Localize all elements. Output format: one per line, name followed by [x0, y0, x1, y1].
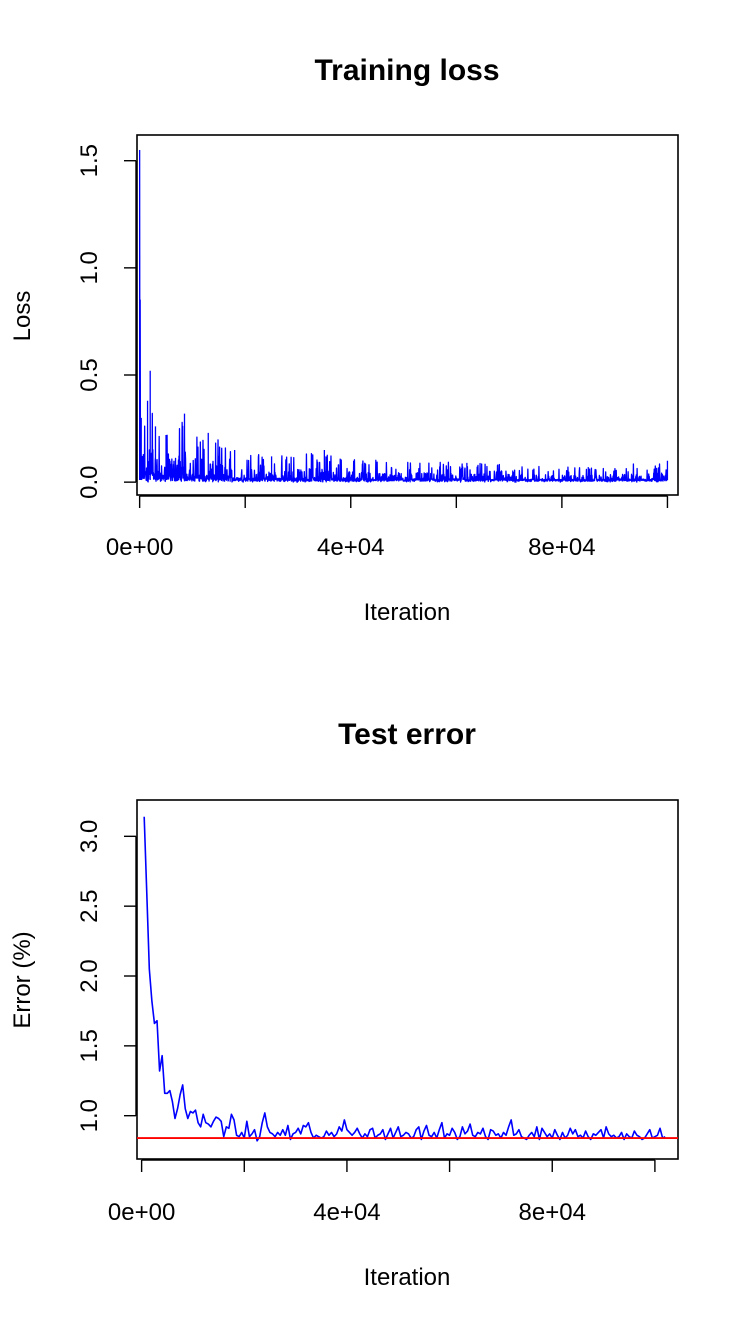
chart-title-test-error: Test error: [338, 718, 476, 751]
x-tick-label: 4e+04: [317, 534, 384, 561]
x-tick-label: 0e+00: [106, 534, 173, 561]
y-axis-label-test-error: Error (%): [9, 931, 36, 1028]
x-tick-label: 4e+04: [313, 1199, 380, 1226]
y-axis-test-error: 1.0 1.5 2.0 2.5 3.0: [76, 820, 137, 1132]
y-tick-label: 3.0: [76, 820, 103, 853]
x-axis-label-training-loss: Iteration: [364, 599, 451, 626]
y-tick-label: 1.5: [76, 144, 103, 177]
chart-title-training-loss: Training loss: [314, 54, 499, 87]
x-axis-label-test-error: Iteration: [364, 1264, 451, 1291]
x-axis-training-loss: 0e+00 4e+04 8e+04: [106, 495, 669, 561]
y-tick-label: 1.0: [76, 251, 103, 284]
y-tick-label: 1.5: [76, 1029, 103, 1062]
y-tick-label: 2.0: [76, 959, 103, 992]
x-axis-test-error: 0e+00 4e+04 8e+04: [108, 1159, 656, 1226]
y-axis-label-training-loss: Loss: [9, 291, 36, 342]
x-tick-label: 8e+04: [528, 534, 595, 561]
y-tick-label: 1.0: [76, 1099, 103, 1132]
y-tick-label: 2.5: [76, 889, 103, 922]
test-error-panel: Test error 0e+00 4e+04 8e+04 1.0 1.5 2.0 2.5 3…: [9, 718, 679, 1291]
y-tick-label: 0.0: [76, 465, 103, 498]
y-tick-label: 0.5: [76, 358, 103, 391]
series-group-test-error: [137, 816, 678, 1142]
training-loss-panel: Training loss 0e+00 4e+04 8e+04 0.0 0.5 1.0 1…: [9, 54, 679, 626]
training-loss-line: [138, 149, 669, 483]
x-tick-label: 8e+04: [519, 1199, 586, 1226]
plot-frame-training-loss: [136, 134, 679, 496]
x-tick-label: 0e+00: [108, 1199, 175, 1226]
series-group-training-loss: [138, 149, 669, 483]
y-axis-training-loss: 0.0 0.5 1.0 1.5: [76, 144, 137, 499]
test-error-line: [143, 816, 666, 1142]
plot-frame-test-error: [136, 799, 679, 1160]
